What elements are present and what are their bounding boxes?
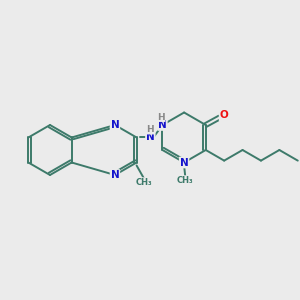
Text: CH₃: CH₃ [177,176,194,185]
Text: H: H [146,125,154,134]
Text: N: N [180,158,188,167]
Text: O: O [220,110,228,121]
Text: CH₃: CH₃ [136,178,152,187]
Text: N: N [146,133,155,142]
Text: N: N [158,120,167,130]
Text: H: H [158,112,165,122]
Text: N: N [111,120,119,130]
Text: N: N [111,170,119,180]
